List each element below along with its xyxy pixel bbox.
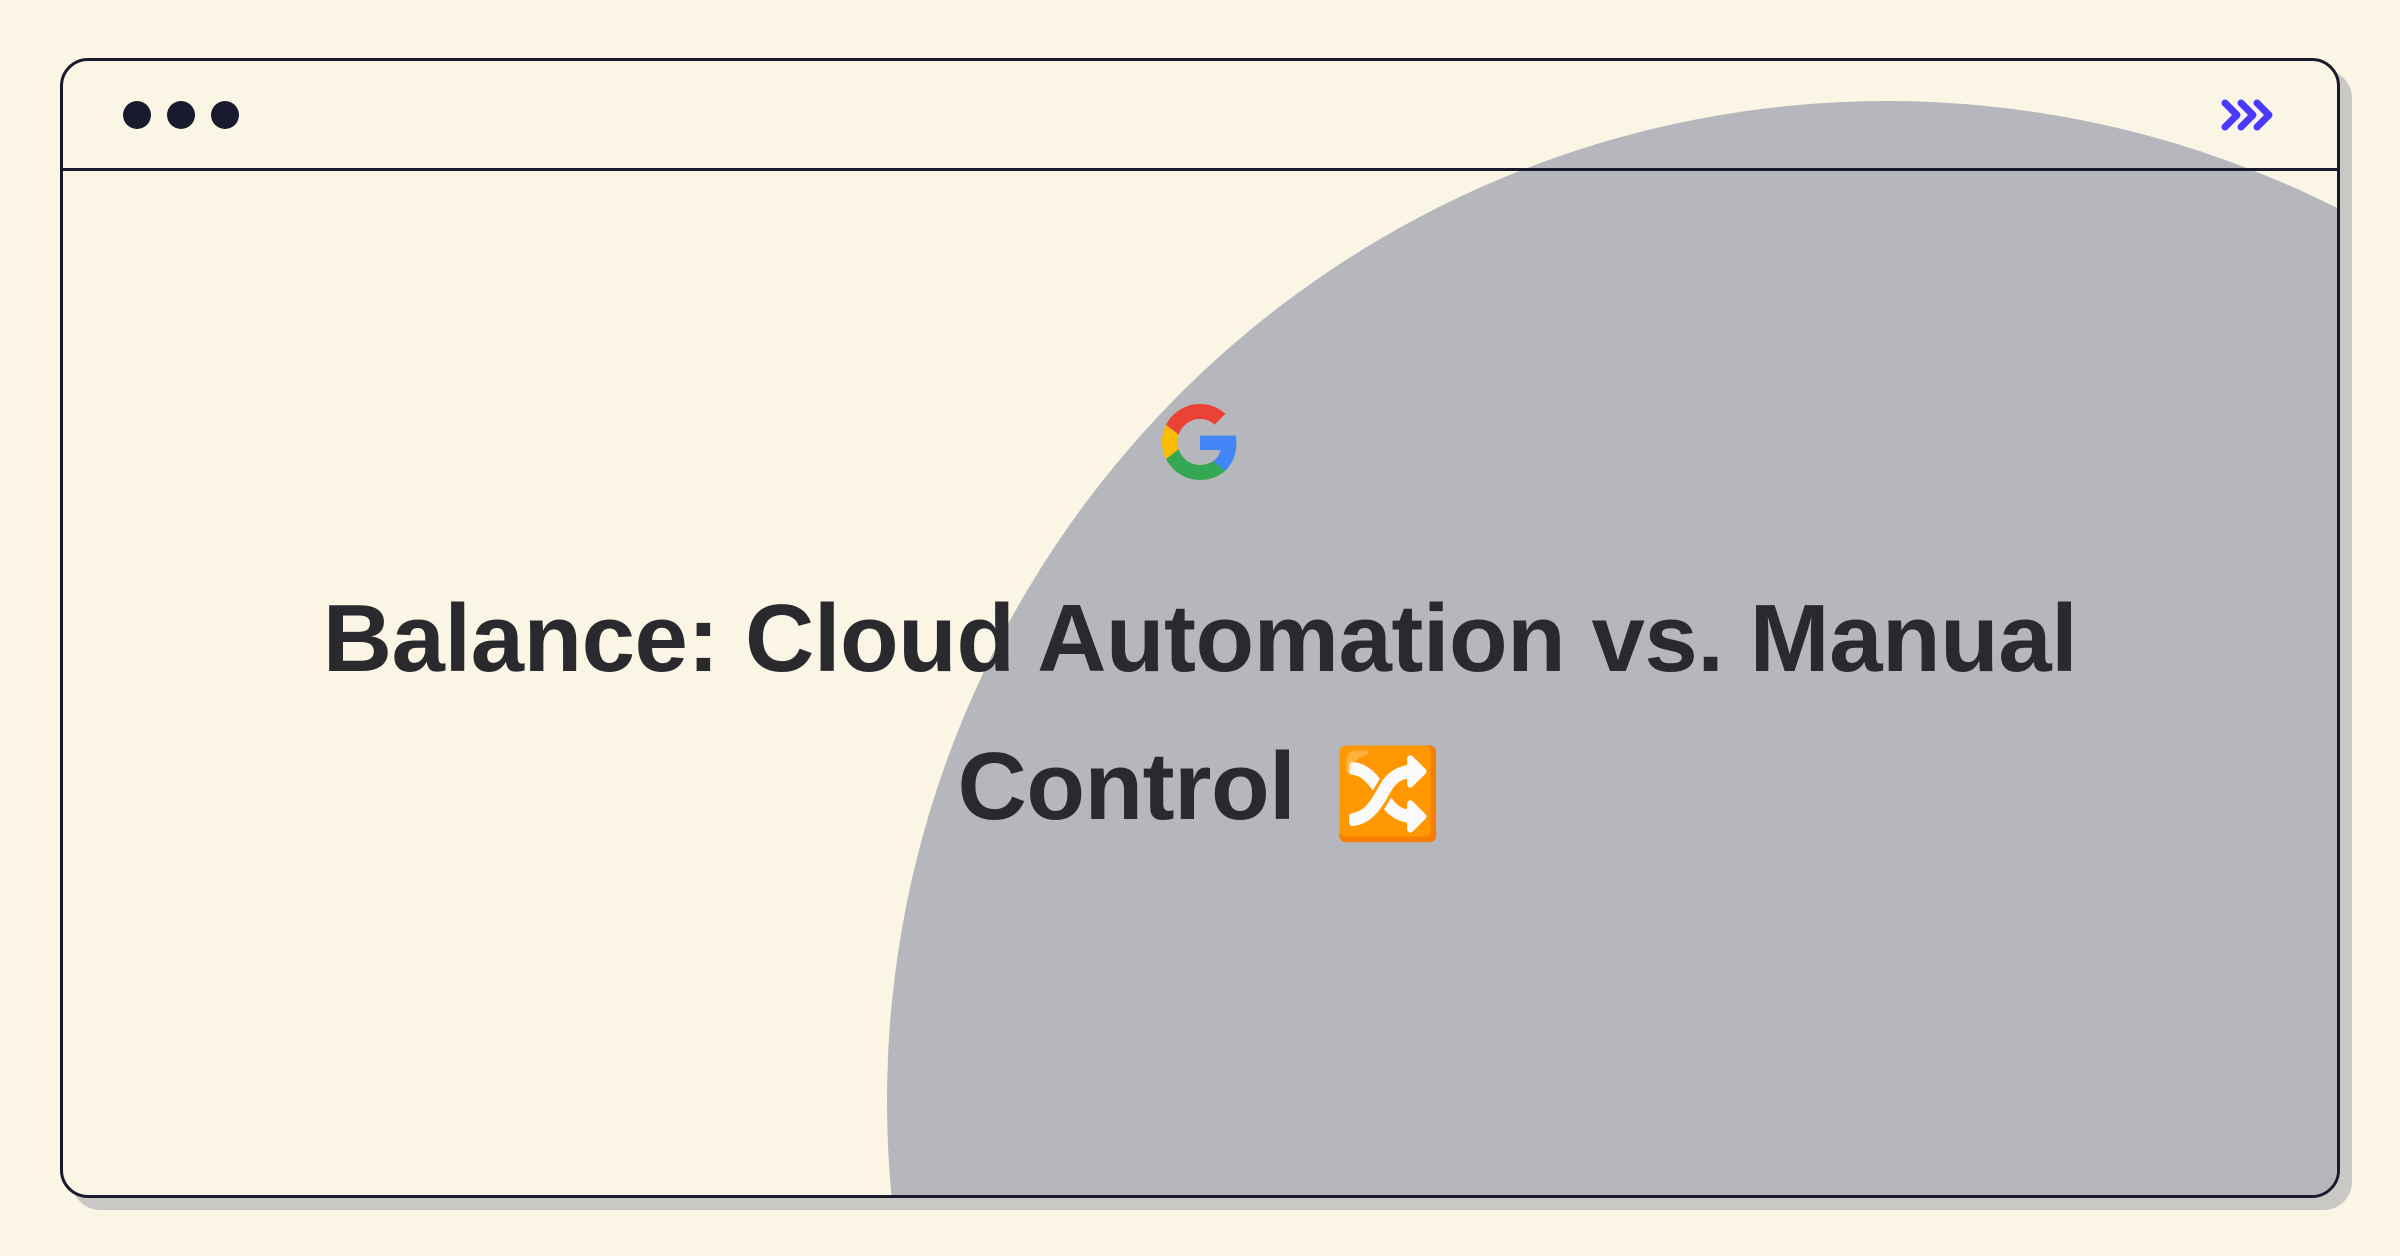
window-card: Balance: Cloud Automation vs. Manual Con…: [60, 58, 2340, 1198]
control-dot: [123, 101, 151, 129]
title-bar: [63, 61, 2337, 171]
content-area: Balance: Cloud Automation vs. Manual Con…: [63, 171, 2337, 1195]
window-controls: [123, 101, 239, 129]
headline-emoji-icon: 🔀: [1333, 744, 1442, 843]
headline: Balance: Cloud Automation vs. Manual Con…: [250, 565, 2150, 863]
google-logo-icon: [1162, 404, 1238, 485]
control-dot: [167, 101, 195, 129]
headline-text: Balance: Cloud Automation vs. Manual Con…: [323, 585, 2078, 841]
chevrons-right-icon: [2221, 95, 2277, 135]
control-dot: [211, 101, 239, 129]
